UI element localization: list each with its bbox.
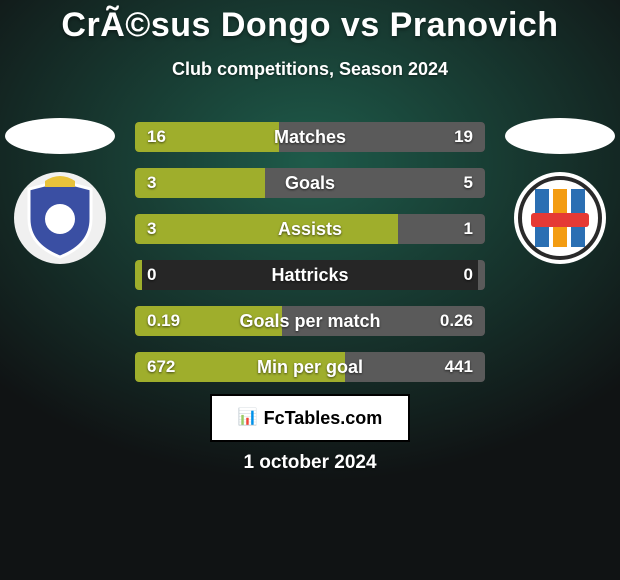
player-photo-placeholder-left: [5, 118, 115, 154]
right-team-crest: [514, 172, 606, 264]
stat-value-right: 441: [433, 352, 485, 382]
stat-value-right: 5: [452, 168, 485, 198]
stat-row: Goals3 5: [135, 168, 485, 198]
stat-value-left: 672: [135, 352, 187, 382]
stat-value-left: 0: [135, 260, 168, 290]
badge-icon: [517, 175, 603, 261]
stat-value-left: 0.19: [135, 306, 192, 336]
chart-icon: 📊: [238, 410, 258, 426]
stat-row: Goals per match0.190.26: [135, 306, 485, 336]
stat-value-right: 0.26: [428, 306, 485, 336]
stat-label: Goals: [135, 168, 485, 198]
stat-label: Hattricks: [135, 260, 485, 290]
date-label: 1 october 2024: [0, 452, 620, 474]
player-photo-placeholder-right: [505, 118, 615, 154]
stat-row: Matches16 19: [135, 122, 485, 152]
page-title: CrÃ©sus Dongo vs Pranovich: [0, 0, 620, 45]
stat-row: Hattricks0 0: [135, 260, 485, 290]
left-player-column: [0, 118, 120, 264]
stat-label: Assists: [135, 214, 485, 244]
page-subtitle: Club competitions, Season 2024: [0, 59, 620, 80]
shield-icon: [21, 175, 99, 261]
stat-value-left: 16: [135, 122, 178, 152]
stat-value-right: 1: [452, 214, 485, 244]
stat-value-right: 19: [442, 122, 485, 152]
stat-value-right: 0: [452, 260, 485, 290]
stat-row: Assists3 1: [135, 214, 485, 244]
attribution-text: FcTables.com: [264, 408, 383, 429]
stat-row: Min per goal672441: [135, 352, 485, 382]
stat-value-left: 3: [135, 214, 168, 244]
stats-container: Matches1619Goals35Assists31Hattricks00Go…: [135, 122, 485, 398]
stat-value-left: 3: [135, 168, 168, 198]
attribution-badge[interactable]: 📊 FcTables.com: [210, 394, 410, 442]
right-player-column: [500, 118, 620, 264]
stat-label: Matches: [135, 122, 485, 152]
left-team-crest: [14, 172, 106, 264]
page-root: CrÃ©sus Dongo vs Pranovich Club competit…: [0, 0, 620, 580]
